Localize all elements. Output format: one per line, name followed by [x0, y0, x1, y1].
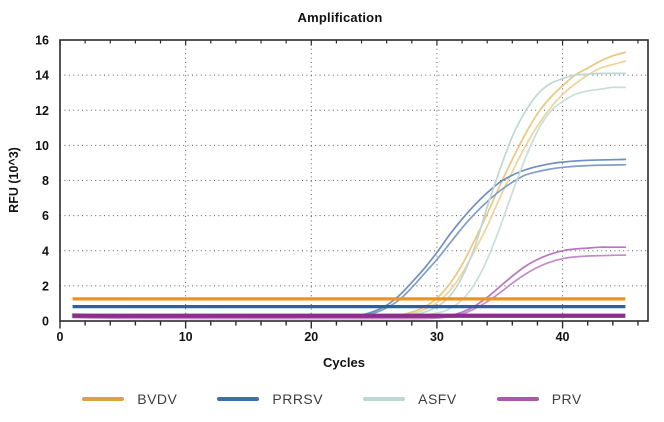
svg-text:10: 10: [35, 139, 49, 153]
curve-PRV-rep2: [71, 254, 627, 320]
x-axis-label: Cycles: [323, 355, 365, 370]
svg-text:30: 30: [430, 330, 444, 344]
svg-text:14: 14: [35, 69, 49, 83]
legend-label-prv: PRV: [551, 391, 582, 407]
curve-BVDV-rep1: [71, 51, 627, 317]
chart-title: Amplification: [297, 10, 383, 25]
asfv-line-swatch: [363, 397, 406, 401]
prrsv-line-swatch: [217, 397, 260, 401]
svg-text:40: 40: [556, 330, 570, 344]
legend-label-bvdv: BVDV: [137, 391, 178, 407]
svg-text:20: 20: [304, 330, 318, 344]
svg-text:4: 4: [42, 244, 49, 258]
legend: BVDV PRRSV ASFV PRV: [0, 391, 664, 407]
svg-text:2: 2: [42, 279, 49, 293]
legend-label-prrsv: PRRSV: [272, 391, 324, 407]
svg-text:16: 16: [35, 34, 49, 48]
legend-item-asfv: ASFV: [363, 391, 457, 407]
legend-item-bvdv: BVDV: [82, 391, 177, 407]
curve-BVDV-rep2: [71, 60, 627, 317]
bvdv-line-swatch: [82, 397, 125, 401]
svg-text:10: 10: [179, 330, 193, 344]
curve-PRRSV-rep1: [71, 158, 627, 318]
curve-ASFV-rep1: [71, 72, 627, 317]
legend-label-asfv: ASFV: [418, 391, 457, 407]
svg-text:8: 8: [42, 174, 49, 188]
svg-text:0: 0: [57, 330, 64, 344]
svg-text:12: 12: [35, 104, 49, 118]
legend-item-prrsv: PRRSV: [217, 391, 323, 407]
curve-PRRSV-rep2: [71, 163, 627, 319]
legend-item-prv: PRV: [496, 391, 582, 407]
svg-text:6: 6: [42, 209, 49, 223]
prv-line-swatch: [496, 397, 539, 401]
svg-text:0: 0: [42, 315, 49, 329]
curve-ASFV-rep2: [71, 86, 627, 317]
